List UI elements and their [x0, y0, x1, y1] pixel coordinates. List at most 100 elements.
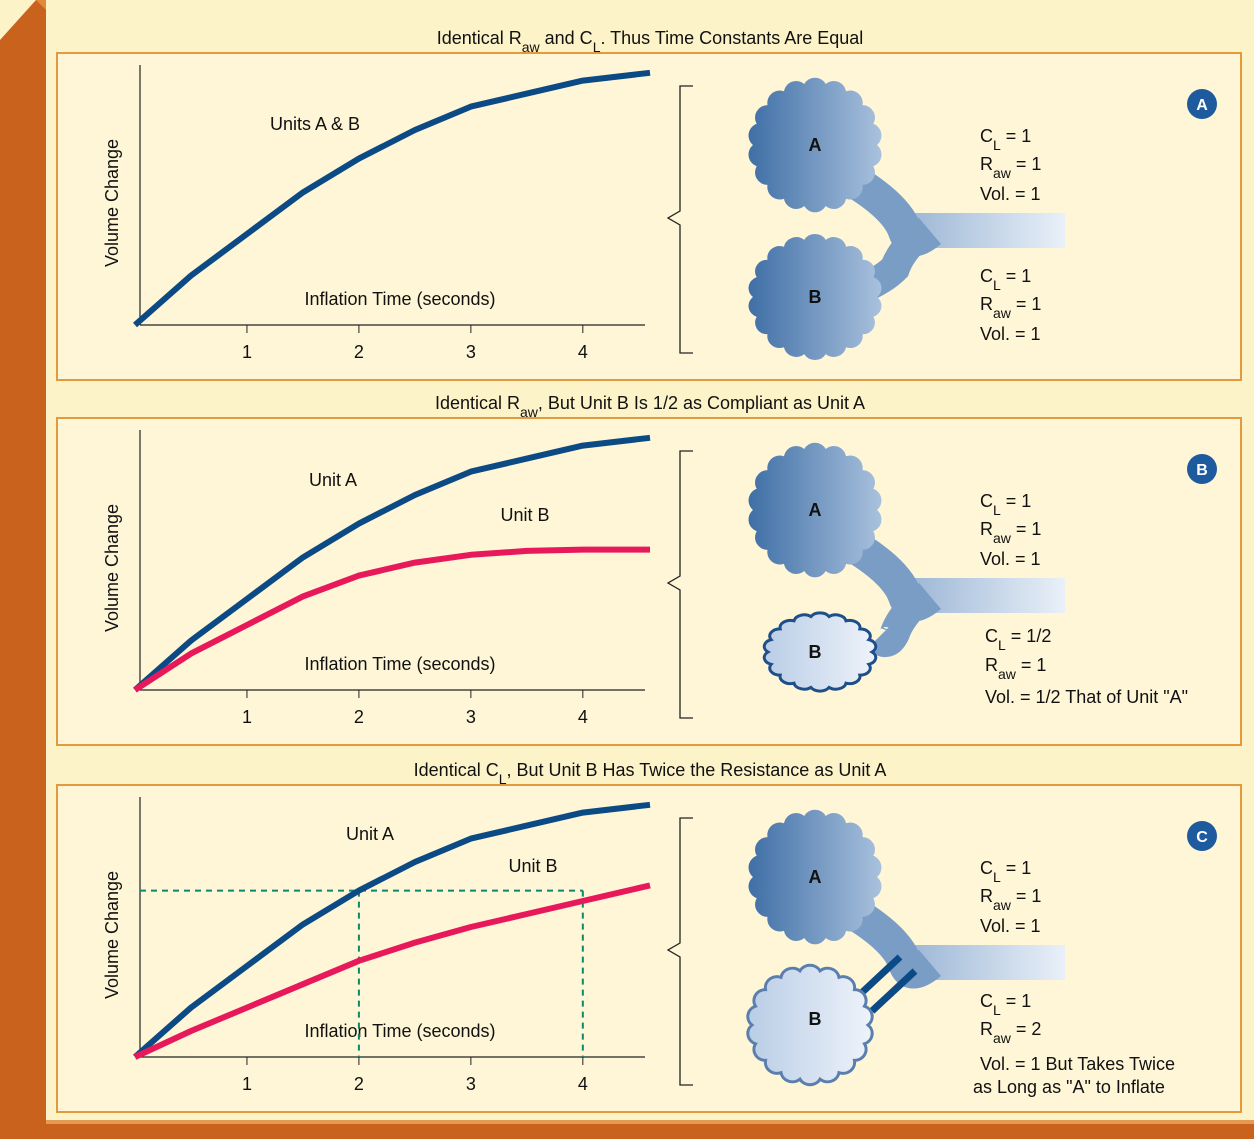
trachea [915, 945, 1065, 980]
text-part: aw [993, 1030, 1012, 1046]
unit-parameter: CL = 1/2 [985, 626, 1051, 653]
lung-unit [748, 77, 882, 213]
text-part: = 1 [1011, 519, 1042, 539]
unit-parameter: Raw = 1 [980, 519, 1041, 546]
text-part: R [980, 886, 993, 906]
text-part: as Long as "A" to Inflate [973, 1077, 1165, 1097]
x-tick-label: 1 [242, 1074, 252, 1094]
unit-parameter: Raw = 1 [980, 886, 1041, 913]
text-part: aw [522, 39, 541, 55]
text-part: C [985, 626, 998, 646]
bronchus-narrow [869, 968, 918, 1014]
unit-parameter: Vol. = 1 [980, 184, 1041, 204]
frame-bottom-edge [46, 1120, 1254, 1124]
text-part: = 1/2 [1006, 626, 1052, 646]
lung-unit [762, 611, 878, 693]
lung-unit-label: A [809, 867, 822, 887]
unit-parameter: CL = 1 [980, 858, 1031, 885]
unit-parameter: Raw = 1 [985, 655, 1046, 682]
text-part: Vol. = 1 [980, 324, 1041, 344]
text-part: aw [998, 666, 1017, 682]
unit-parameter: CL = 1 [980, 491, 1031, 518]
lung-unit-label: A [809, 500, 822, 520]
x-axis-label: Inflation Time (seconds) [304, 289, 495, 309]
frame-bottom [0, 1124, 1254, 1139]
unit-parameter: Vol. = 1 [980, 549, 1041, 569]
y-axis-label: Volume Change [102, 139, 122, 267]
text-part: Identical R [437, 28, 522, 48]
text-part: C [980, 858, 993, 878]
text-part: R [980, 1019, 993, 1039]
lung-unit-label: A [809, 135, 822, 155]
series-line [133, 434, 651, 693]
text-part: L [993, 869, 1001, 885]
unit-parameter: Raw = 1 [980, 154, 1041, 181]
lung-unit-label: B [809, 287, 822, 307]
x-tick-label: 1 [242, 707, 252, 727]
y-axis-label: Volume Change [102, 504, 122, 632]
unit-parameter: as Long as "A" to Inflate [973, 1077, 1165, 1097]
text-part: C [980, 266, 993, 286]
text-part: L [998, 637, 1006, 653]
lung-unit [746, 963, 874, 1087]
x-tick-label: 2 [354, 342, 364, 362]
text-part: C [980, 491, 993, 511]
text-part: Identical C [414, 760, 499, 780]
x-tick-label: 1 [242, 342, 252, 362]
text-part: R [985, 655, 998, 675]
text-part: = 2 [1011, 1019, 1042, 1039]
text-part: , But Unit B Has Twice the Resistance as… [507, 760, 887, 780]
text-part: Vol. = 1/2 That of Unit "A" [985, 687, 1188, 707]
panel-badge-label: B [1196, 462, 1208, 479]
series-label: Unit B [500, 505, 549, 525]
text-part: aw [993, 897, 1012, 913]
series-label: Units A & B [270, 114, 360, 134]
text-part: L [499, 771, 507, 787]
text-part: = 1 [1001, 491, 1032, 511]
x-tick-label: 2 [354, 707, 364, 727]
series-label: Unit A [346, 824, 394, 844]
bracket [666, 450, 693, 719]
series-label: Unit B [508, 856, 557, 876]
lung-unit-label: B [809, 1009, 822, 1029]
text-part: C [980, 126, 993, 146]
text-part: R [980, 154, 993, 174]
text-part: aw [993, 165, 1012, 181]
lung-unit [748, 234, 882, 360]
text-part: and C [540, 28, 593, 48]
text-part: Vol. = 1 [980, 916, 1041, 936]
text-part: L [993, 502, 1001, 518]
x-tick-label: 3 [466, 342, 476, 362]
frame-corner [36, 0, 46, 10]
lung-unit [748, 809, 882, 945]
x-tick-label: 3 [466, 707, 476, 727]
x-axis-label: Inflation Time (seconds) [304, 1021, 495, 1041]
bracket [666, 85, 693, 354]
series-line [133, 69, 651, 328]
text-part: aw [520, 404, 539, 420]
text-part: = 1 [1011, 886, 1042, 906]
text-part: . Thus Time Constants Are Equal [600, 28, 863, 48]
bronchus-upper [831, 890, 942, 989]
text-part: L [993, 137, 1001, 153]
frame-left [0, 0, 46, 1139]
x-tick-label: 4 [578, 342, 588, 362]
text-part: = 1 [1001, 991, 1032, 1011]
series-label: Unit A [309, 470, 357, 490]
series-line [133, 546, 650, 693]
text-part: = 1 [1016, 655, 1047, 675]
panel-badge [1187, 89, 1217, 119]
text-part: R [980, 294, 993, 314]
x-tick-label: 4 [578, 1074, 588, 1094]
y-axis-label: Volume Change [102, 871, 122, 999]
bracket [666, 817, 693, 1086]
text-part: = 1 [1001, 858, 1032, 878]
text-part: aw [993, 530, 1012, 546]
text-part: aw [993, 305, 1012, 321]
unit-parameter: Vol. = 1/2 That of Unit "A" [985, 687, 1188, 707]
unit-parameter: Vol. = 1 But Takes Twice [980, 1054, 1175, 1074]
x-tick-label: 2 [354, 1074, 364, 1094]
panel-badge [1187, 454, 1217, 484]
